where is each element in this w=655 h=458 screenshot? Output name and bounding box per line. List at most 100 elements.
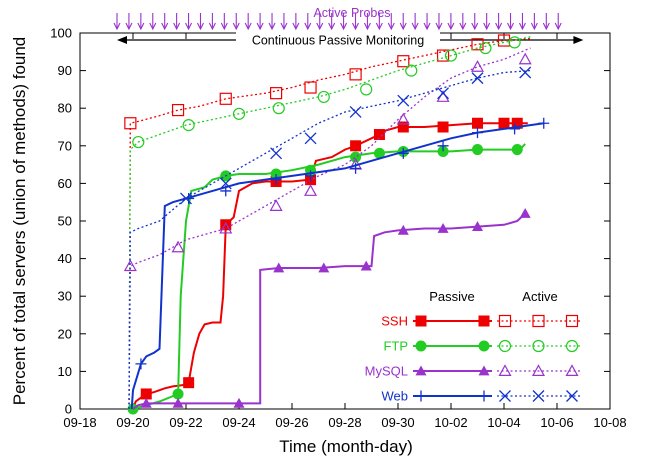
marker-open-triangle (531, 364, 546, 376)
active-probe-arrowhead (220, 22, 228, 31)
marker-open-square (219, 92, 232, 105)
y-axis-title: Percent of total servers (union of metho… (10, 37, 29, 406)
active-probe-arrowhead (375, 22, 383, 31)
marker-plus (415, 390, 427, 402)
marker-open-square (471, 38, 484, 51)
marker-filled-square (397, 121, 409, 133)
marker-filled-circle (373, 147, 385, 159)
active-probe-arrowhead (507, 22, 515, 31)
marker-open-circle (508, 36, 521, 49)
marker-plus (305, 170, 317, 182)
active-probe-arrowhead (232, 22, 240, 31)
active-probe-arrowhead (328, 22, 336, 31)
active-probe-arrowhead (495, 22, 503, 31)
marker-plus (220, 185, 232, 197)
y-tick-label: 100 (50, 26, 72, 41)
marker-x (532, 390, 545, 402)
x-axis-title: Time (month-day) (279, 437, 413, 456)
marker-open-circle (565, 339, 579, 353)
marker-plus (437, 140, 449, 152)
marker-x (397, 94, 410, 107)
series-ssh-active (124, 34, 531, 410)
active-probe-arrowhead (173, 22, 181, 31)
marker-open-square (436, 49, 450, 62)
x-tick-label: 09-28 (328, 415, 361, 430)
active-probe-arrowhead (196, 22, 204, 31)
active-probe-arrowhead (125, 22, 133, 31)
x-tick-label: 09-24 (222, 415, 255, 430)
marker-plus (350, 162, 362, 174)
x-tick-label: 10-08 (593, 415, 626, 430)
marker-open-circle (479, 41, 492, 55)
series-web-active (128, 66, 532, 410)
active-probe-arrowhead (387, 22, 395, 31)
x-tick-label: 10-06 (540, 415, 573, 430)
marker-filled-triangle (397, 224, 409, 235)
series-web-passive (130, 117, 550, 410)
marker-open-square (349, 68, 362, 81)
x-tick-label: 09-30 (381, 415, 414, 430)
marker-open-circle (232, 107, 246, 120)
active-probe-arrowhead (304, 22, 312, 31)
active-probe-arrowhead (363, 22, 371, 31)
y-tick-label: 30 (58, 289, 72, 304)
marker-plus (183, 192, 195, 204)
marker-x (180, 192, 192, 205)
series-ftp-active (128, 36, 531, 410)
marker-open-triangle (123, 259, 137, 272)
marker-open-circle (272, 102, 285, 115)
marker-filled-square (220, 219, 232, 231)
marker-open-circle (498, 339, 512, 353)
series-line (130, 122, 544, 410)
marker-filled-square (472, 117, 483, 129)
marker-open-circle (532, 339, 545, 353)
marker-filled-circle (478, 340, 490, 352)
active-probe-arrowhead (137, 22, 145, 31)
marker-filled-triangle (360, 260, 372, 271)
marker-filled-square (415, 315, 427, 327)
marker-filled-circle (415, 340, 427, 352)
passive-label-bg (236, 31, 440, 47)
marker-x (304, 132, 317, 145)
active-probe-arrowhead (423, 22, 431, 31)
passive-range-arrow-left (117, 36, 127, 44)
passive-range-arrow-right (573, 36, 584, 44)
marker-open-triangle (219, 221, 233, 234)
active-probe-arrowhead (292, 22, 300, 31)
active-probe-arrowhead (411, 22, 419, 31)
series-line (132, 143, 526, 410)
marker-open-square (565, 314, 579, 328)
active-probe-arrowhead (352, 22, 359, 31)
marker-open-square (532, 314, 545, 328)
active-probe-arrowhead (268, 22, 276, 31)
x-tick-label: 10-04 (487, 415, 520, 430)
marker-filled-circle (437, 145, 449, 157)
marker-filled-triangle (437, 223, 449, 233)
active-probe-arrowhead (518, 22, 526, 31)
y-tick-label: 20 (58, 326, 72, 341)
series-line (128, 69, 531, 410)
active-probe-arrowhead (316, 22, 324, 31)
legend: Passive Active SSH FTP MySQL Web (365, 289, 580, 404)
marker-filled-triangle (318, 262, 330, 273)
marker-open-square (397, 55, 410, 68)
marker-plus (509, 123, 521, 135)
marker-filled-square (437, 121, 449, 133)
series-group (123, 34, 550, 415)
active-probe-arrowhead (471, 22, 479, 31)
active-probes-label: Active Probes (313, 6, 390, 20)
x-tick-label: 09-18 (63, 415, 96, 430)
active-probe-arrowhead (113, 22, 121, 31)
marker-open-circle (444, 49, 458, 62)
marker-filled-triangle (478, 365, 490, 376)
marker-filled-triangle (415, 365, 427, 376)
marker-open-triangle (171, 240, 185, 253)
marker-open-square (498, 314, 512, 328)
marker-filled-triangle (140, 397, 152, 408)
marker-x (219, 177, 232, 190)
y-tick-label: 10 (58, 364, 72, 379)
marker-open-square (270, 87, 283, 100)
series-ftp-passive (127, 143, 526, 415)
marker-plus (472, 127, 483, 139)
